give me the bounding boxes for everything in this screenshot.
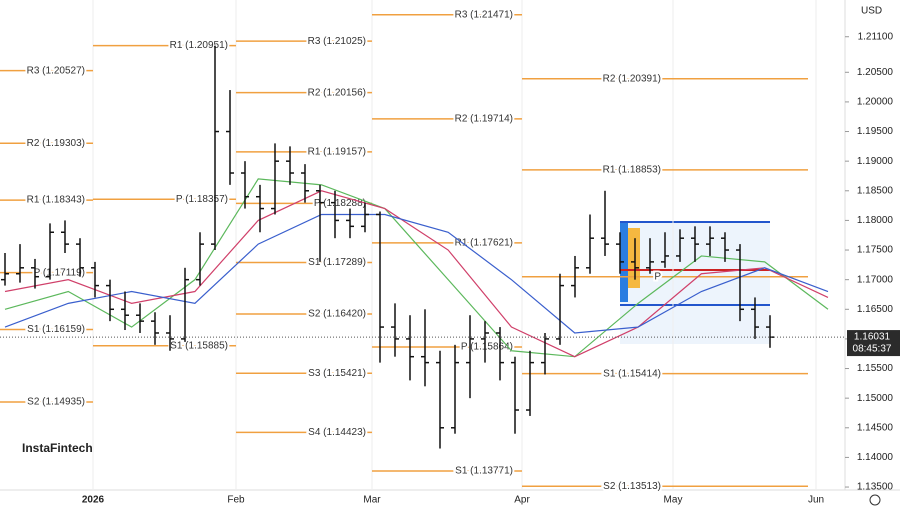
pivot-label: S1 (1.13771) xyxy=(455,466,513,477)
pivot-label: R2 (1.19714) xyxy=(455,113,513,124)
pivot-label: R1 (1.18853) xyxy=(603,165,661,176)
pivot-label: S1 (1.17289) xyxy=(308,257,366,268)
x-tick-label: May xyxy=(664,495,683,506)
y-tick-label: 1.13500 xyxy=(857,482,894,493)
moving-average xyxy=(4,190,829,358)
pivot-label: R2 (1.19303) xyxy=(27,138,85,149)
pivot-label: S2 (1.14935) xyxy=(27,397,85,408)
y-tick-label: 1.15000 xyxy=(857,393,894,404)
moving-average xyxy=(4,178,829,358)
pivot-label: S1 (1.16159) xyxy=(27,324,85,335)
pivot-label: S1 (1.15885) xyxy=(170,340,228,351)
pivot-label: R1 (1.18343) xyxy=(27,195,85,206)
currency: USD xyxy=(861,6,882,17)
brand-logo: InstaFintech xyxy=(22,441,93,455)
moving-average xyxy=(4,213,829,334)
pivot-label: R3 (1.21025) xyxy=(308,36,366,47)
y-tick-label: 1.20500 xyxy=(857,67,894,78)
pivot-label: R1 (1.20951) xyxy=(170,40,228,51)
y-tick-label: 1.17000 xyxy=(857,274,894,285)
y-tick-label: 1.18500 xyxy=(857,185,894,196)
x-tick-label: Mar xyxy=(363,495,381,506)
y-tick-label: 1.15500 xyxy=(857,363,894,374)
pivot-label: R3 (1.21471) xyxy=(455,9,513,20)
pivot-label: P (1.18288) xyxy=(314,198,366,209)
pivot-label: P xyxy=(654,271,661,282)
pivot-label: P (1.18357) xyxy=(176,194,228,205)
y-tick-label: 1.19000 xyxy=(857,156,894,167)
countdown: 08:45:37 xyxy=(853,344,892,355)
pivot-label: S1 (1.15414) xyxy=(603,368,661,379)
y-tick-label: 1.21100 xyxy=(858,31,894,42)
y-tick-label: 1.17500 xyxy=(857,245,894,256)
x-tick-label: Apr xyxy=(514,495,530,506)
x-tick-label: 2026 xyxy=(82,495,105,506)
pivot-label: S2 (1.13513) xyxy=(603,481,661,492)
y-tick-label: 1.14000 xyxy=(857,452,894,463)
y-tick-label: 1.18000 xyxy=(857,215,894,226)
pivot-label: S3 (1.15421) xyxy=(308,368,366,379)
pivot-label: R2 (1.20391) xyxy=(603,73,661,84)
pivot-label: R3 (1.20527) xyxy=(27,65,85,76)
pivot-label: S4 (1.14423) xyxy=(308,427,366,438)
pivot-label: P (1.17119) xyxy=(34,267,85,278)
x-tick-label: Jun xyxy=(808,495,824,506)
y-tick-label: 1.14500 xyxy=(857,422,894,433)
y-tick-label: 1.16500 xyxy=(857,304,894,315)
pivot-label: R2 (1.20156) xyxy=(308,87,366,98)
y-tick-label: 1.19500 xyxy=(857,126,894,137)
settings-icon[interactable] xyxy=(869,494,881,506)
pivot-label: R1 (1.19157) xyxy=(308,146,366,157)
y-tick-label: 1.20000 xyxy=(857,97,894,108)
price-tag xyxy=(847,330,900,357)
pivot-label: P (1.15864) xyxy=(461,342,513,353)
price-label: 1.16031 xyxy=(854,332,891,343)
pivot-label: S2 (1.16420) xyxy=(308,309,366,320)
x-tick-label: Feb xyxy=(227,495,245,506)
